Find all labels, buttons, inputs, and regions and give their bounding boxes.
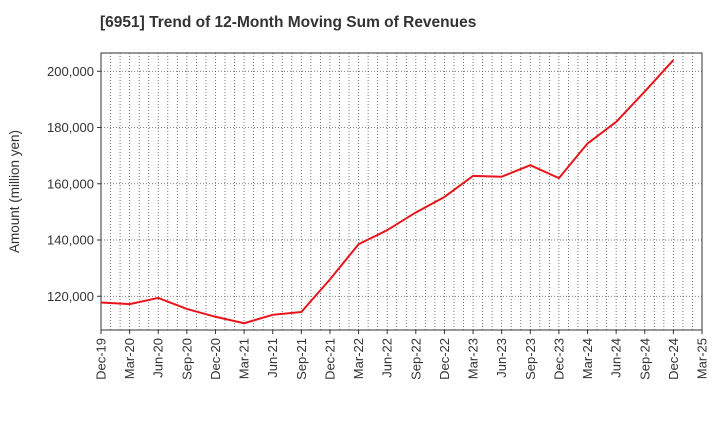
x-tick-label: Sep-22	[408, 338, 423, 380]
x-tick-label: Mar-20	[122, 338, 137, 379]
x-tick-label: Dec-19	[94, 338, 109, 380]
y-tick-label: 160,000	[47, 176, 94, 191]
x-tick-label: Jun-24	[609, 338, 624, 378]
x-tick-label: Mar-21	[237, 338, 252, 379]
x-tick-label: Mar-22	[351, 338, 366, 379]
x-tick-label: Sep-24	[637, 338, 652, 380]
x-tick-label: Sep-23	[523, 338, 538, 380]
x-tick-label: Mar-25	[695, 338, 710, 379]
x-tick-label: Sep-21	[294, 338, 309, 380]
x-tick-label: Sep-20	[179, 338, 194, 380]
x-tick-label: Dec-20	[208, 338, 223, 380]
y-tick-label: 120,000	[47, 289, 94, 304]
x-tick-label: Dec-24	[666, 338, 681, 380]
x-tick-label: Dec-23	[551, 338, 566, 380]
x-tick-label: Jun-20	[151, 338, 166, 378]
x-tick-label: Jun-22	[380, 338, 395, 378]
x-tick-label: Mar-24	[580, 338, 595, 379]
y-axis-label: Amount (million yen)	[7, 130, 22, 253]
x-tick-label: Jun-23	[494, 338, 509, 378]
x-tick-label: Jun-21	[265, 338, 280, 378]
y-tick-label: 180,000	[47, 120, 94, 135]
x-tick-label: Dec-21	[322, 338, 337, 380]
chart-title: [6951] Trend of 12-Month Moving Sum of R…	[100, 14, 476, 32]
y-tick-label: 140,000	[47, 233, 94, 248]
plot-area	[101, 53, 702, 330]
x-tick-label: Dec-22	[437, 338, 452, 380]
x-tick-label: Mar-23	[466, 338, 481, 379]
y-tick-label: 200,000	[47, 64, 94, 79]
